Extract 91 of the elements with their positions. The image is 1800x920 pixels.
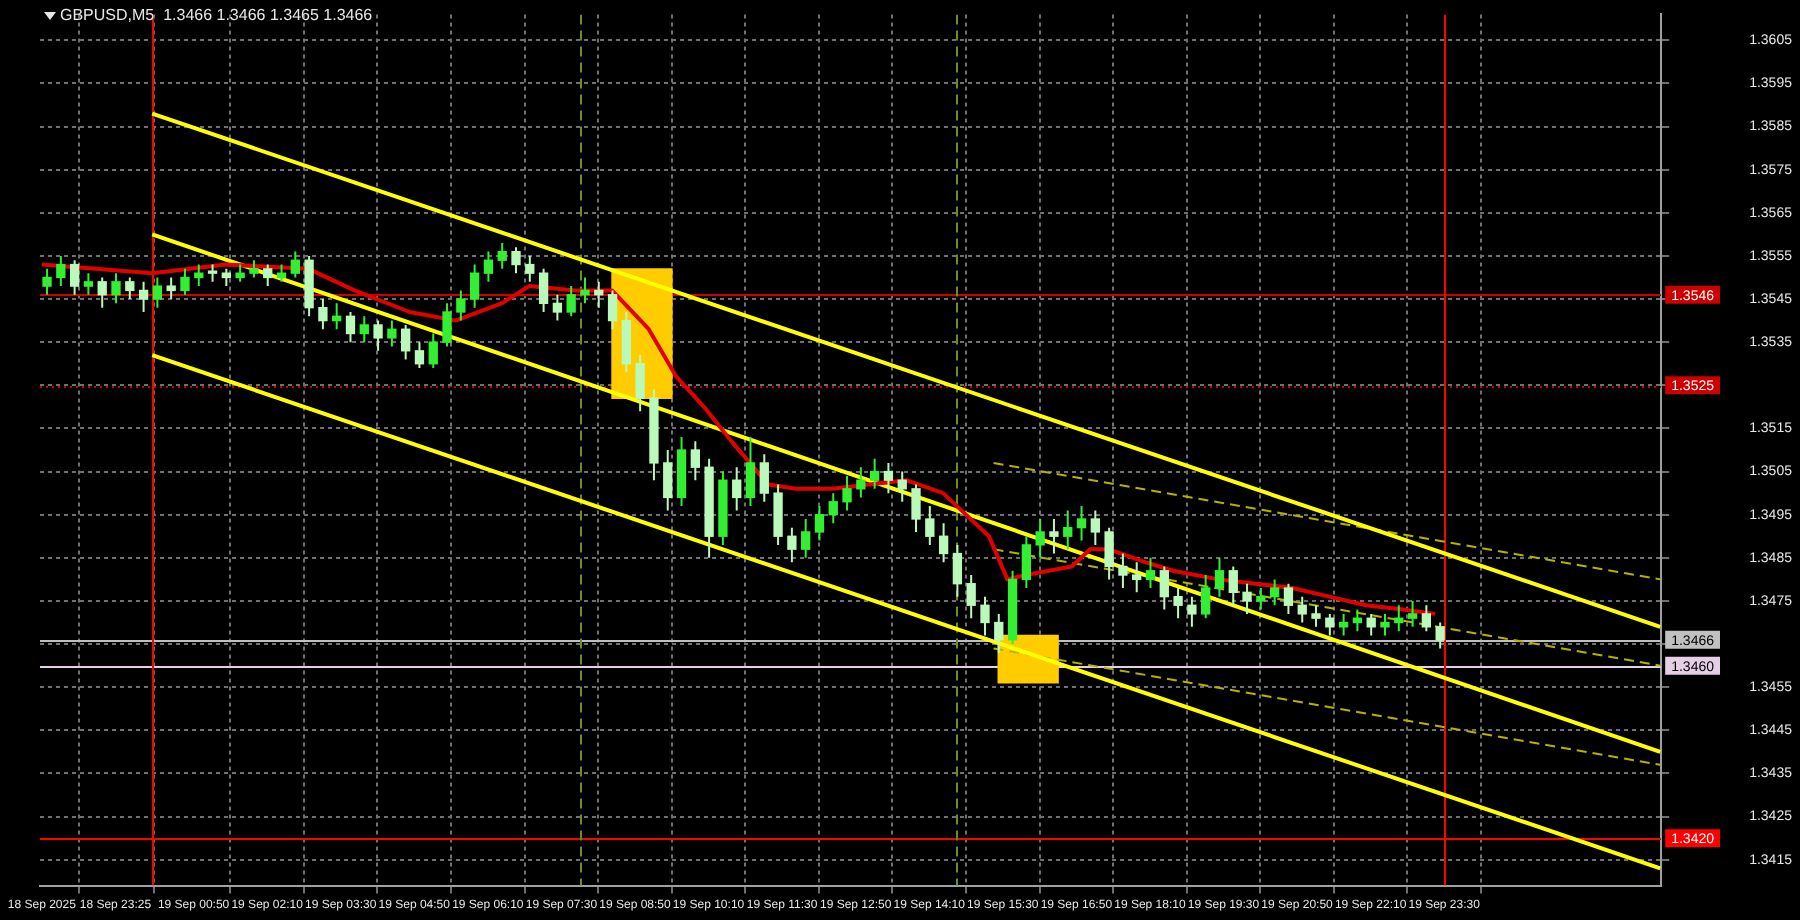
candlestick [1035, 518, 1045, 559]
candlestick [359, 315, 369, 344]
candlestick [607, 289, 618, 331]
candlestick [1297, 595, 1307, 624]
candlestick [180, 267, 190, 296]
candlestick [387, 319, 397, 348]
candlestick [1228, 565, 1238, 607]
candlestick [1090, 509, 1100, 546]
candlestick [290, 250, 300, 279]
candlestick [1407, 599, 1418, 628]
candlestick [83, 272, 94, 296]
candlestick [663, 449, 673, 512]
candlestick [483, 250, 494, 283]
candlestick [1159, 565, 1169, 611]
candlestick [856, 466, 866, 499]
candlestick [649, 388, 659, 482]
candlestick [263, 263, 273, 288]
candlestick [1132, 561, 1142, 594]
candlestick [1173, 587, 1183, 620]
candlestick [1145, 556, 1156, 590]
candlestick [773, 483, 783, 546]
candlestick [732, 466, 742, 512]
candlestick [966, 574, 976, 620]
candlestick [759, 453, 769, 503]
candlestick [97, 276, 107, 309]
chart-title: GBPUSD,M5 1.3466 1.3466 1.3465 1.3466 [60, 6, 373, 24]
candlestick [1311, 604, 1321, 628]
candlestick [566, 285, 576, 318]
candlestick [1076, 505, 1087, 542]
candlestick [994, 612, 1004, 654]
candlestick [1380, 612, 1390, 637]
candlestick [676, 436, 687, 508]
candlestick [883, 461, 894, 495]
candlestick [814, 505, 825, 542]
candlestick [414, 341, 425, 370]
candlestick [1283, 582, 1294, 615]
candlestick [911, 483, 921, 533]
candlestick [304, 254, 314, 318]
candlestick [1242, 582, 1252, 615]
candlestick [235, 263, 245, 283]
candlestick [497, 241, 507, 270]
candlestick [538, 267, 549, 313]
candlestick [428, 332, 438, 370]
candlestick [1007, 569, 1018, 646]
candlestick [621, 310, 632, 374]
candlestick [56, 254, 66, 288]
candlestick [525, 254, 535, 283]
candlestick [1063, 509, 1073, 551]
candlestick [1104, 526, 1114, 581]
candlestick [1201, 574, 1211, 620]
candlestick [318, 298, 328, 331]
candlestick [1049, 518, 1059, 555]
candlestick [552, 293, 563, 322]
candlestick [1214, 556, 1225, 598]
candlestick [469, 263, 480, 309]
candlestick [125, 276, 135, 301]
candlestick [690, 440, 700, 482]
candlestick [138, 280, 149, 313]
candlestick [373, 319, 383, 352]
candlestick [980, 595, 990, 637]
candlestick [111, 272, 121, 305]
candlestick [401, 323, 411, 361]
candlestick [442, 302, 452, 348]
candlestick [1021, 535, 1032, 590]
candlestick [1421, 604, 1432, 633]
candlestick [69, 259, 80, 296]
candlestick [1187, 595, 1197, 628]
candlestick [745, 436, 756, 508]
candlestick [152, 276, 163, 309]
candlestick [869, 457, 880, 490]
candlestick [787, 526, 797, 564]
candlestick [718, 470, 728, 546]
candlestick [1256, 587, 1266, 611]
candlestick [249, 259, 259, 279]
candlestick [704, 457, 714, 559]
candlestick [842, 474, 852, 512]
candlestick [828, 492, 838, 525]
candlestick [1435, 621, 1445, 650]
candlestick [1269, 578, 1280, 607]
candlestick [801, 518, 811, 559]
candlestick [42, 267, 52, 296]
candlestick [952, 543, 963, 598]
candlestick [1118, 552, 1128, 590]
candlestick [580, 276, 590, 305]
candlestick [925, 505, 935, 546]
candlestick [345, 310, 356, 344]
candlestick [456, 289, 466, 322]
candlestick [938, 522, 949, 564]
candlestick [635, 354, 645, 413]
candlestick [166, 276, 176, 301]
candlestick [511, 246, 521, 275]
